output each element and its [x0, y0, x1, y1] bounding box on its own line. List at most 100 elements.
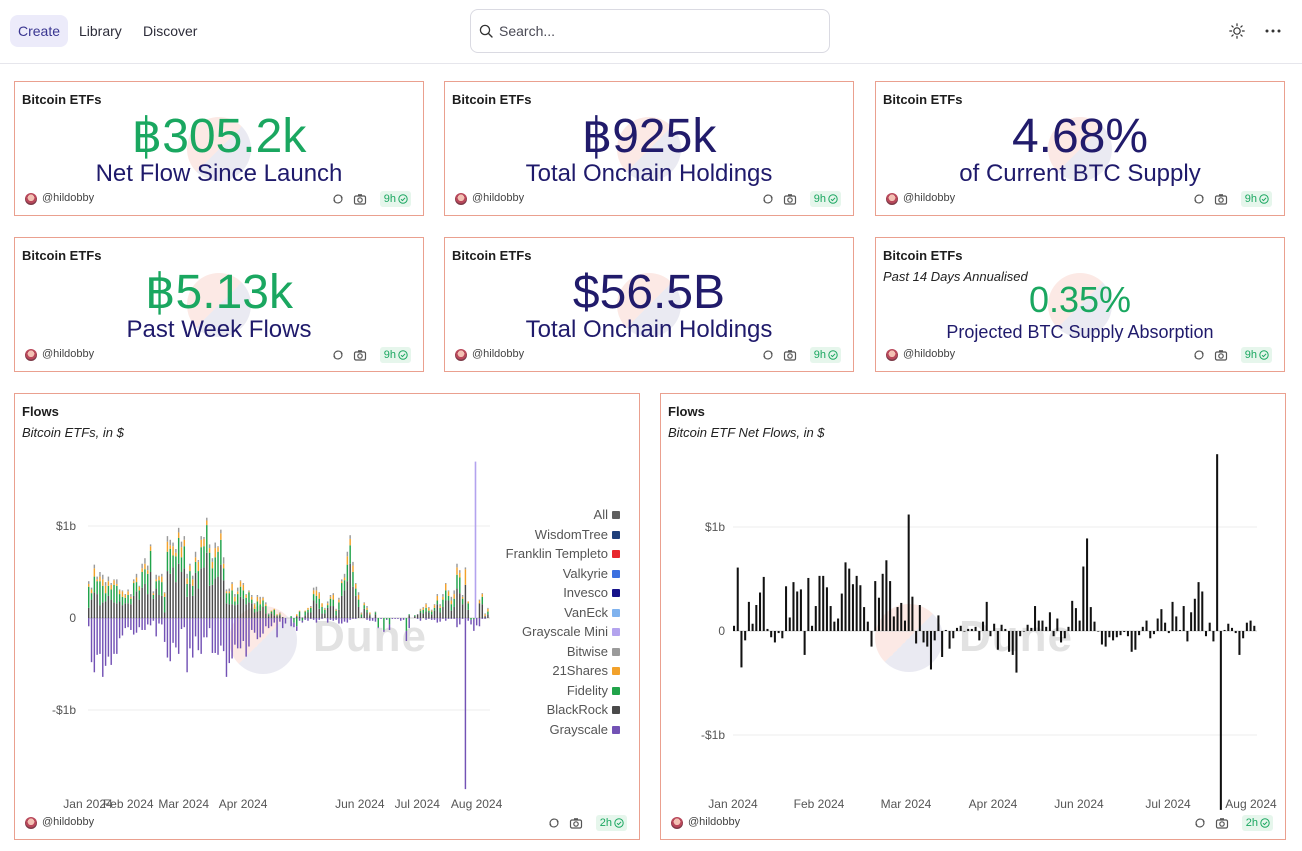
bar-blackrock	[127, 603, 129, 618]
net-flows-bar-chart[interactable]: $1b 0 -$1b Jan 2024 Feb 2024 Mar 2024 Apr 2024…	[661, 394, 1287, 841]
bar-grayscale	[453, 618, 455, 619]
author-link[interactable]: @hildobby	[42, 816, 95, 828]
bar-fidelity	[318, 598, 320, 609]
bar-fidelity	[442, 599, 444, 607]
legend-item-invesco[interactable]: Invesco	[563, 585, 620, 600]
bar-grayscale	[419, 618, 422, 621]
refresh-icon[interactable]	[547, 816, 561, 830]
bar-net-flow	[1123, 631, 1126, 633]
legend-item-all[interactable]: All	[594, 507, 620, 522]
avatar[interactable]	[25, 193, 37, 205]
bar-21shares	[312, 590, 315, 595]
bar-net-flow	[799, 589, 802, 631]
search-box[interactable]	[470, 9, 830, 53]
bar-bitwise	[248, 590, 250, 592]
tab-library[interactable]: Library	[79, 23, 122, 39]
bar-blackrock	[130, 604, 132, 618]
more-icon[interactable]	[1265, 28, 1281, 34]
bar-net-flow	[1022, 631, 1025, 632]
bar-net-flow	[929, 631, 932, 670]
legend-item-wisdomtree[interactable]: WisdomTree	[535, 527, 620, 542]
avatar[interactable]	[455, 349, 467, 361]
bar-grayscale-mini	[474, 461, 477, 618]
legend-item-grayscale[interactable]: Grayscale	[549, 722, 620, 737]
camera-icon[interactable]	[353, 192, 367, 206]
search-input[interactable]	[499, 20, 819, 42]
bar-bitwise	[180, 541, 183, 548]
bar-net-flow	[1041, 620, 1044, 631]
bar-bitwise	[197, 560, 200, 562]
legend-label: VanEck	[564, 605, 608, 620]
author-link[interactable]: @hildobby	[688, 816, 741, 828]
tab-create[interactable]: Create	[10, 15, 69, 47]
bar-21shares	[177, 532, 180, 538]
author-link[interactable]: @hildobby	[42, 348, 95, 360]
bar-fidelity	[385, 618, 388, 619]
sun-icon[interactable]	[1229, 23, 1245, 39]
author-link[interactable]: @hildobby	[903, 192, 956, 204]
legend-item-valkyrie[interactable]: Valkyrie	[563, 566, 620, 581]
bar-bitwise	[239, 580, 242, 582]
bar-grayscale	[467, 618, 469, 621]
refresh-icon[interactable]	[331, 192, 345, 206]
avatar[interactable]	[25, 349, 37, 361]
avatar[interactable]	[886, 349, 898, 361]
bar-blackrock	[352, 586, 354, 618]
bar-bitwise	[436, 594, 439, 596]
legend-item-fidelity[interactable]: Fidelity	[567, 683, 620, 698]
refresh-icon[interactable]	[761, 348, 775, 362]
bar-bitwise	[433, 604, 436, 606]
refresh-icon[interactable]	[761, 192, 775, 206]
bar-blackrock	[456, 588, 458, 618]
legend-item-vaneck[interactable]: VanEck	[564, 605, 620, 620]
bar-fidelity	[169, 549, 171, 574]
avatar[interactable]	[455, 193, 467, 205]
camera-icon[interactable]	[783, 348, 797, 362]
bar-21shares	[430, 610, 433, 612]
camera-icon[interactable]	[783, 192, 797, 206]
avatar[interactable]	[25, 817, 37, 829]
camera-icon[interactable]	[353, 348, 367, 362]
bar-net-flow	[1223, 629, 1226, 631]
tab-discover[interactable]: Discover	[143, 23, 198, 39]
bar-net-flow	[1000, 624, 1003, 631]
bar-21shares	[231, 583, 233, 591]
bar-21shares	[450, 600, 453, 605]
legend-item-franklin-templeton[interactable]: Franklin Templeto	[506, 546, 620, 561]
avatar[interactable]	[671, 817, 683, 829]
bar-blackrock	[360, 617, 363, 618]
legend-item-bitwise[interactable]: Bitwise	[566, 644, 620, 659]
bar-fidelity	[88, 586, 90, 608]
bar-net-flow	[803, 631, 806, 655]
bar-blackrock	[242, 598, 245, 618]
author-link[interactable]: @hildobby	[472, 348, 525, 360]
bar-blackrock	[464, 584, 467, 618]
author-link[interactable]: @hildobby	[903, 348, 956, 360]
author-link[interactable]: @hildobby	[472, 192, 525, 204]
refresh-icon[interactable]	[1192, 192, 1206, 206]
bar-fidelity	[245, 597, 247, 605]
camera-icon[interactable]	[1214, 192, 1228, 206]
camera-icon[interactable]	[1214, 348, 1228, 362]
refresh-icon[interactable]	[1192, 348, 1206, 362]
camera-icon[interactable]	[1215, 816, 1229, 830]
refresh-icon[interactable]	[331, 348, 345, 362]
bar-net-flow	[822, 575, 825, 631]
bar-grayscale	[180, 618, 183, 630]
legend-item-grayscale-mini[interactable]: Grayscale Mini	[522, 624, 620, 639]
bar-blackrock	[276, 616, 278, 618]
legend-item-21shares[interactable]: 21Shares	[552, 663, 620, 678]
bar-bitwise	[234, 594, 236, 597]
refresh-icon[interactable]	[1193, 816, 1207, 830]
legend-item-blackrock[interactable]: BlackRock	[547, 702, 620, 717]
camera-icon[interactable]	[569, 816, 583, 830]
avatar[interactable]	[886, 193, 898, 205]
bar-blackrock	[324, 613, 326, 618]
legend-label: Bitwise	[566, 644, 608, 659]
check-circle-icon	[398, 194, 408, 204]
bar-fidelity	[363, 605, 365, 609]
bar-fidelity	[447, 595, 450, 601]
bar-grayscale	[352, 618, 354, 619]
author-link[interactable]: @hildobby	[42, 192, 95, 204]
